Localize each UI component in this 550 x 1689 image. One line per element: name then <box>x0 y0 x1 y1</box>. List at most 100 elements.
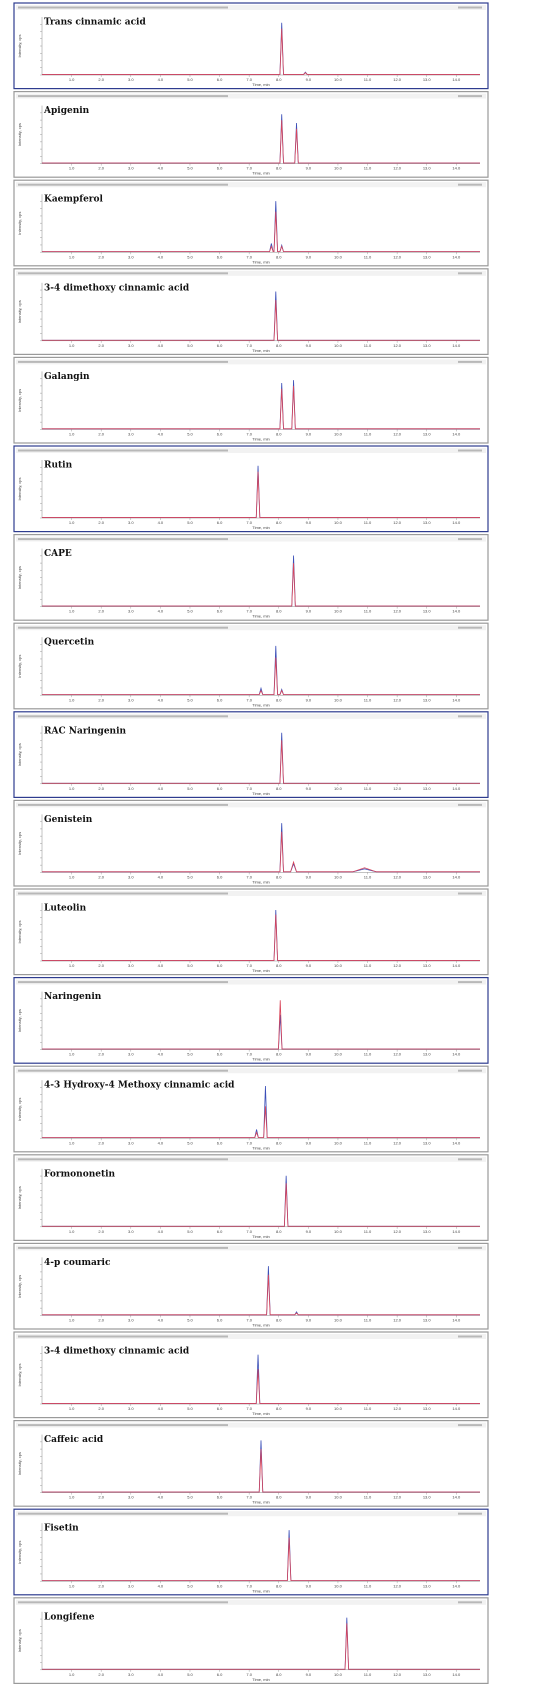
x-tick-label: 4.0 <box>158 1406 164 1411</box>
x-tick-label: 4.0 <box>158 1229 164 1234</box>
x-tick-label: 10.0 <box>334 1052 343 1057</box>
x-tick-label: 3.0 <box>128 1495 134 1500</box>
x-tick-label: 7.0 <box>246 1140 252 1145</box>
chart-title: 3-4 dimethoxy cinnamic acid <box>44 1347 190 1357</box>
x-tick-label: 9.0 <box>306 1052 312 1057</box>
x-tick-label: 13.0 <box>423 166 432 171</box>
x-tick-label: 7.0 <box>246 254 252 259</box>
header-info <box>18 360 228 363</box>
y-axis-label: Intensity, cps <box>17 477 22 500</box>
x-tick-label: 12.0 <box>393 166 402 171</box>
y-axis-label: Intensity, cps <box>17 1363 22 1386</box>
x-tick-label: 14.0 <box>452 1495 461 1500</box>
x-tick-label: 1.0 <box>69 1052 75 1057</box>
header-max <box>458 449 482 452</box>
x-tick-label: 6.0 <box>217 1583 223 1588</box>
panel-frame <box>13 356 489 444</box>
x-tick-label: 10.0 <box>334 1140 343 1145</box>
chart-title: Rutin <box>44 461 73 471</box>
header-info <box>18 1246 228 1249</box>
y-axis-label: Intensity, cps <box>17 1629 22 1652</box>
x-tick-label: 14.0 <box>452 166 461 171</box>
panel-header <box>16 625 486 631</box>
x-axis-label: Time, min <box>252 436 269 441</box>
panel-frame <box>13 888 489 976</box>
x-tick-label: 13.0 <box>423 520 432 525</box>
x-tick-label: 5.0 <box>187 874 193 879</box>
x-tick-label: 2.0 <box>98 609 104 614</box>
x-tick-label: 8.0 <box>276 343 282 348</box>
x-tick-label: 8.0 <box>276 1052 282 1057</box>
panel-frame <box>13 799 489 887</box>
x-tick-label: 12.0 <box>393 431 402 436</box>
x-tick-label: 2.0 <box>98 1140 104 1145</box>
x-tick-label: 5.0 <box>187 254 193 259</box>
x-tick-label: 9.0 <box>306 609 312 614</box>
x-tick-label: 11.0 <box>364 431 372 436</box>
x-tick-label: 3.0 <box>128 1672 134 1677</box>
x-tick-label: 6.0 <box>217 697 223 702</box>
header-max <box>458 1335 482 1338</box>
x-tick-label: 2.0 <box>98 1672 104 1677</box>
x-tick-label: 5.0 <box>187 1672 193 1677</box>
x-tick-label: 3.0 <box>128 963 134 968</box>
x-tick-label: 12.0 <box>393 1229 402 1234</box>
x-tick-label: 11.0 <box>364 1140 372 1145</box>
x-tick-label: 8.0 <box>276 1317 282 1322</box>
panel-frame <box>13 976 489 1064</box>
x-tick-label: 11.0 <box>364 963 372 968</box>
x-axis-label: Time, min <box>252 1588 269 1593</box>
chart-title: Fisetin <box>44 1524 79 1534</box>
x-tick-label: 14.0 <box>452 1229 461 1234</box>
x-axis-label: Time, min <box>252 1322 269 1327</box>
header-info <box>18 981 228 984</box>
x-tick-label: 9.0 <box>306 874 312 879</box>
y-axis-label: Intensity, cps <box>17 743 22 766</box>
x-tick-label: 6.0 <box>217 786 223 791</box>
x-tick-label: 4.0 <box>158 1583 164 1588</box>
x-tick-label: 7.0 <box>246 166 252 171</box>
x-tick-label: 5.0 <box>187 609 193 614</box>
x-tick-label: 10.0 <box>334 343 343 348</box>
x-tick-label: 4.0 <box>158 609 164 614</box>
panel-header <box>16 1245 486 1251</box>
x-tick-label: 1.0 <box>69 874 75 879</box>
x-tick-label: 2.0 <box>98 431 104 436</box>
panel-frame <box>13 268 489 355</box>
x-tick-label: 5.0 <box>187 697 193 702</box>
x-tick-label: 6.0 <box>217 77 223 82</box>
x-tick-label: 5.0 <box>187 77 193 82</box>
x-tick-label: 3.0 <box>128 254 134 259</box>
x-tick-label: 13.0 <box>423 1317 432 1322</box>
chromatogram-trace <box>42 1000 480 1050</box>
x-tick-label: 6.0 <box>217 874 223 879</box>
panel-header <box>16 1599 486 1605</box>
x-axis-label: Time, min <box>252 968 269 973</box>
chromatogram-trace <box>42 1369 480 1404</box>
panel-frame <box>13 1242 489 1330</box>
panel-frame <box>13 533 489 621</box>
x-tick-label: 10.0 <box>334 874 343 879</box>
x-tick-label: 12.0 <box>393 1140 402 1145</box>
x-tick-label: 8.0 <box>276 431 282 436</box>
x-tick-label: 9.0 <box>306 1495 312 1500</box>
header-max <box>458 183 482 186</box>
x-tick-label: 13.0 <box>423 1672 432 1677</box>
x-tick-label: 3.0 <box>128 77 134 82</box>
x-axis-label: Time, min <box>252 1500 269 1505</box>
x-tick-label: 14.0 <box>452 254 461 259</box>
panel-frame <box>13 445 489 533</box>
panel-frame <box>13 2 489 90</box>
x-tick-label: 7.0 <box>246 77 252 82</box>
y-axis-label: Intensity, cps <box>17 655 22 678</box>
x-tick-label: 3.0 <box>128 1317 134 1322</box>
x-axis-label: Time, min <box>252 259 269 264</box>
x-tick-label: 1.0 <box>69 1140 75 1145</box>
header-info <box>18 892 228 895</box>
x-tick-label: 9.0 <box>306 254 312 259</box>
x-tick-label: 9.0 <box>306 520 312 525</box>
x-tick-label: 14.0 <box>452 1672 461 1677</box>
x-tick-label: 7.0 <box>246 1495 252 1500</box>
x-axis-label: Time, min <box>252 879 269 884</box>
x-tick-label: 8.0 <box>276 1495 282 1500</box>
